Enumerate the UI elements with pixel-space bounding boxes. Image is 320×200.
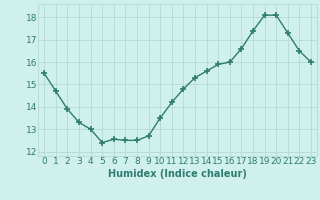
X-axis label: Humidex (Indice chaleur): Humidex (Indice chaleur) xyxy=(108,169,247,179)
